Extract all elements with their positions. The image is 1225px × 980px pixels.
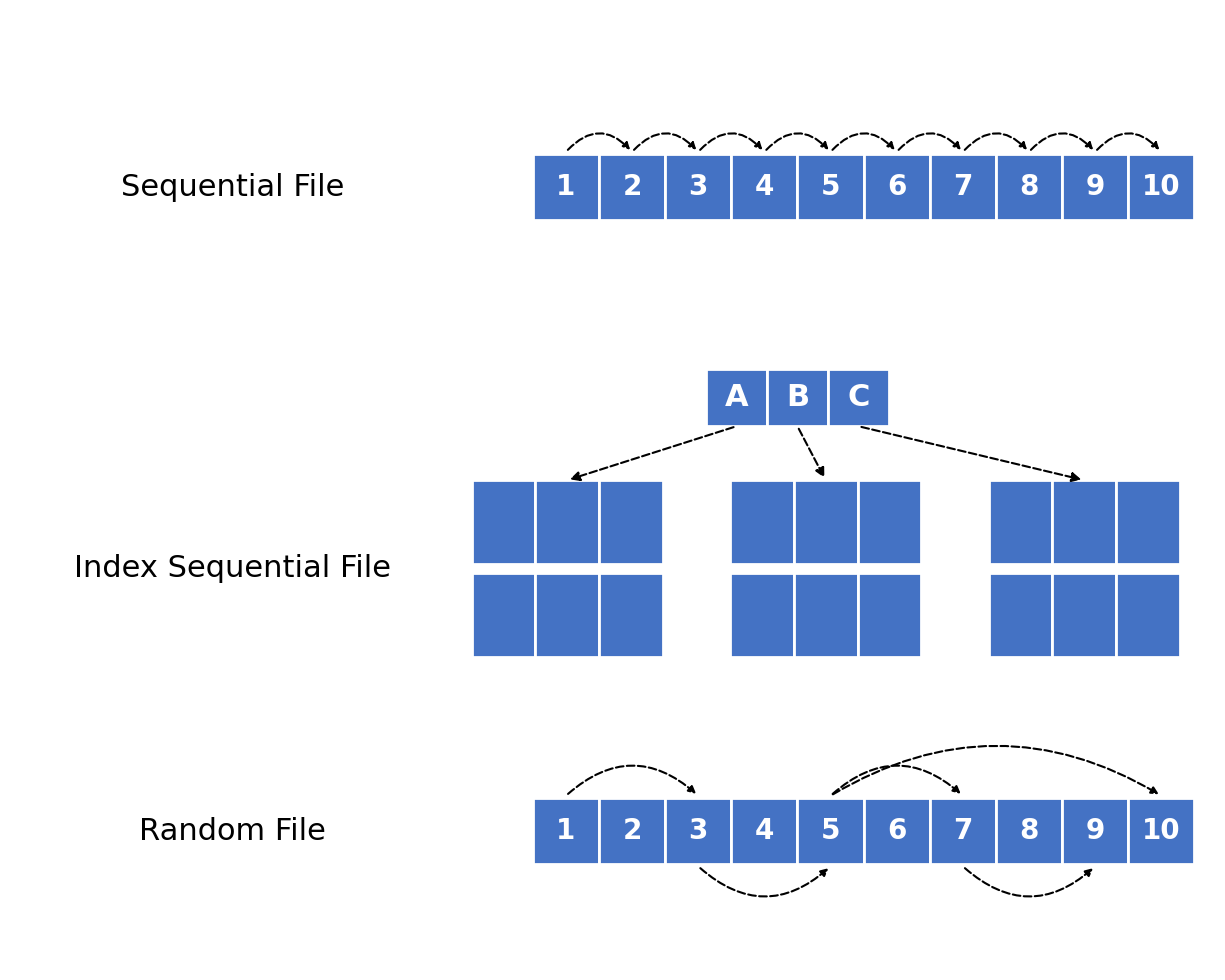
FancyBboxPatch shape (599, 480, 663, 564)
Text: 10: 10 (1142, 817, 1181, 845)
Text: Random File: Random File (140, 816, 326, 846)
FancyBboxPatch shape (599, 573, 663, 657)
Text: 3: 3 (688, 173, 708, 201)
FancyBboxPatch shape (1052, 480, 1116, 564)
FancyBboxPatch shape (665, 154, 731, 220)
FancyBboxPatch shape (996, 154, 1062, 220)
FancyBboxPatch shape (930, 154, 996, 220)
FancyBboxPatch shape (989, 480, 1052, 564)
FancyBboxPatch shape (797, 798, 864, 864)
FancyBboxPatch shape (797, 154, 864, 220)
Text: 6: 6 (887, 173, 906, 201)
Text: 8: 8 (1019, 817, 1039, 845)
Text: 4: 4 (755, 173, 774, 201)
Text: 5: 5 (821, 817, 840, 845)
Text: 9: 9 (1085, 817, 1105, 845)
Text: 5: 5 (821, 173, 840, 201)
FancyBboxPatch shape (731, 154, 797, 220)
FancyBboxPatch shape (533, 154, 599, 220)
Text: 6: 6 (887, 817, 906, 845)
FancyBboxPatch shape (599, 798, 665, 864)
Text: 8: 8 (1019, 173, 1039, 201)
Text: 7: 7 (953, 817, 973, 845)
Text: 10: 10 (1142, 173, 1181, 201)
Text: 1: 1 (556, 173, 576, 201)
FancyBboxPatch shape (1116, 573, 1180, 657)
FancyBboxPatch shape (864, 798, 930, 864)
FancyBboxPatch shape (730, 480, 794, 564)
Text: B: B (786, 383, 809, 413)
Text: Index Sequential File: Index Sequential File (75, 554, 391, 583)
FancyBboxPatch shape (996, 798, 1062, 864)
FancyBboxPatch shape (864, 154, 930, 220)
FancyBboxPatch shape (794, 480, 858, 564)
Text: 7: 7 (953, 173, 973, 201)
Text: C: C (848, 383, 870, 413)
FancyBboxPatch shape (1062, 154, 1128, 220)
FancyBboxPatch shape (858, 480, 921, 564)
FancyBboxPatch shape (730, 573, 794, 657)
FancyBboxPatch shape (472, 480, 535, 564)
Text: 9: 9 (1085, 173, 1105, 201)
FancyBboxPatch shape (472, 573, 535, 657)
FancyBboxPatch shape (858, 573, 921, 657)
Text: 1: 1 (556, 817, 576, 845)
FancyBboxPatch shape (930, 798, 996, 864)
FancyBboxPatch shape (767, 369, 828, 426)
FancyBboxPatch shape (731, 798, 797, 864)
FancyBboxPatch shape (1062, 798, 1128, 864)
Text: 2: 2 (622, 817, 642, 845)
FancyBboxPatch shape (706, 369, 767, 426)
Text: A: A (724, 383, 748, 413)
FancyBboxPatch shape (599, 154, 665, 220)
FancyBboxPatch shape (828, 369, 889, 426)
FancyBboxPatch shape (794, 573, 858, 657)
FancyBboxPatch shape (1128, 798, 1194, 864)
Text: 2: 2 (622, 173, 642, 201)
FancyBboxPatch shape (989, 573, 1052, 657)
FancyBboxPatch shape (1116, 480, 1180, 564)
FancyBboxPatch shape (535, 480, 599, 564)
FancyBboxPatch shape (533, 798, 599, 864)
FancyBboxPatch shape (535, 573, 599, 657)
Text: 4: 4 (755, 817, 774, 845)
Text: Sequential File: Sequential File (121, 172, 344, 202)
FancyBboxPatch shape (1128, 154, 1194, 220)
FancyBboxPatch shape (1052, 573, 1116, 657)
FancyBboxPatch shape (665, 798, 731, 864)
Text: 3: 3 (688, 817, 708, 845)
